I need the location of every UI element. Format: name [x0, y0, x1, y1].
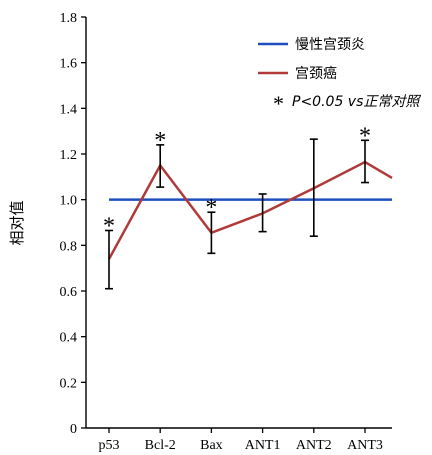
x-tick-label: ANT3	[347, 438, 383, 453]
legend: 慢性宫颈炎 宫颈癌 * P<0.05 vs正常对照	[258, 36, 421, 116]
y-tick-label: 0	[70, 422, 77, 437]
y-tick-label: 0.8	[60, 239, 78, 254]
legend-significance-note: P<0.05 vs正常对照	[292, 94, 421, 110]
y-tick-label: 0.6	[60, 285, 78, 300]
x-tick-label: Bax	[200, 438, 223, 453]
significance-marker: *	[103, 213, 115, 239]
x-tick-label: ANT1	[245, 438, 281, 453]
significance-marker: *	[205, 195, 217, 221]
y-tick-label: 1.0	[60, 194, 78, 209]
significance-marker: *	[154, 128, 166, 154]
y-tick-label: 1.6	[60, 57, 78, 72]
legend-label-chronic-cervicitis: 慢性宫颈炎	[295, 36, 365, 53]
x-tick-label: ANT2	[296, 438, 332, 453]
y-tick-label: 0.4	[60, 331, 78, 346]
y-tick-label: 0.2	[60, 376, 78, 391]
legend-label-cervical-cancer: 宫颈癌	[295, 66, 337, 82]
y-tick-label: 1.4	[60, 102, 78, 117]
x-tick-label: p53	[99, 438, 120, 453]
y-axis: 0 0.2 0.4 0.6 0.8 1.0 1.2 1.4 1.6 1.8	[60, 11, 87, 437]
x-axis: p53 Bcl-2 Bax ANT1 ANT2 ANT3	[86, 427, 392, 453]
y-tick-label: 1.2	[60, 148, 78, 163]
x-tick-label: Bcl-2	[145, 438, 176, 453]
y-axis-label: 相对值	[8, 200, 26, 245]
legend-significance-marker: *	[273, 91, 284, 116]
significance-marker: *	[359, 123, 371, 149]
series-line-cervical-cancer	[107, 160, 393, 260]
y-tick-label: 1.8	[60, 11, 78, 26]
